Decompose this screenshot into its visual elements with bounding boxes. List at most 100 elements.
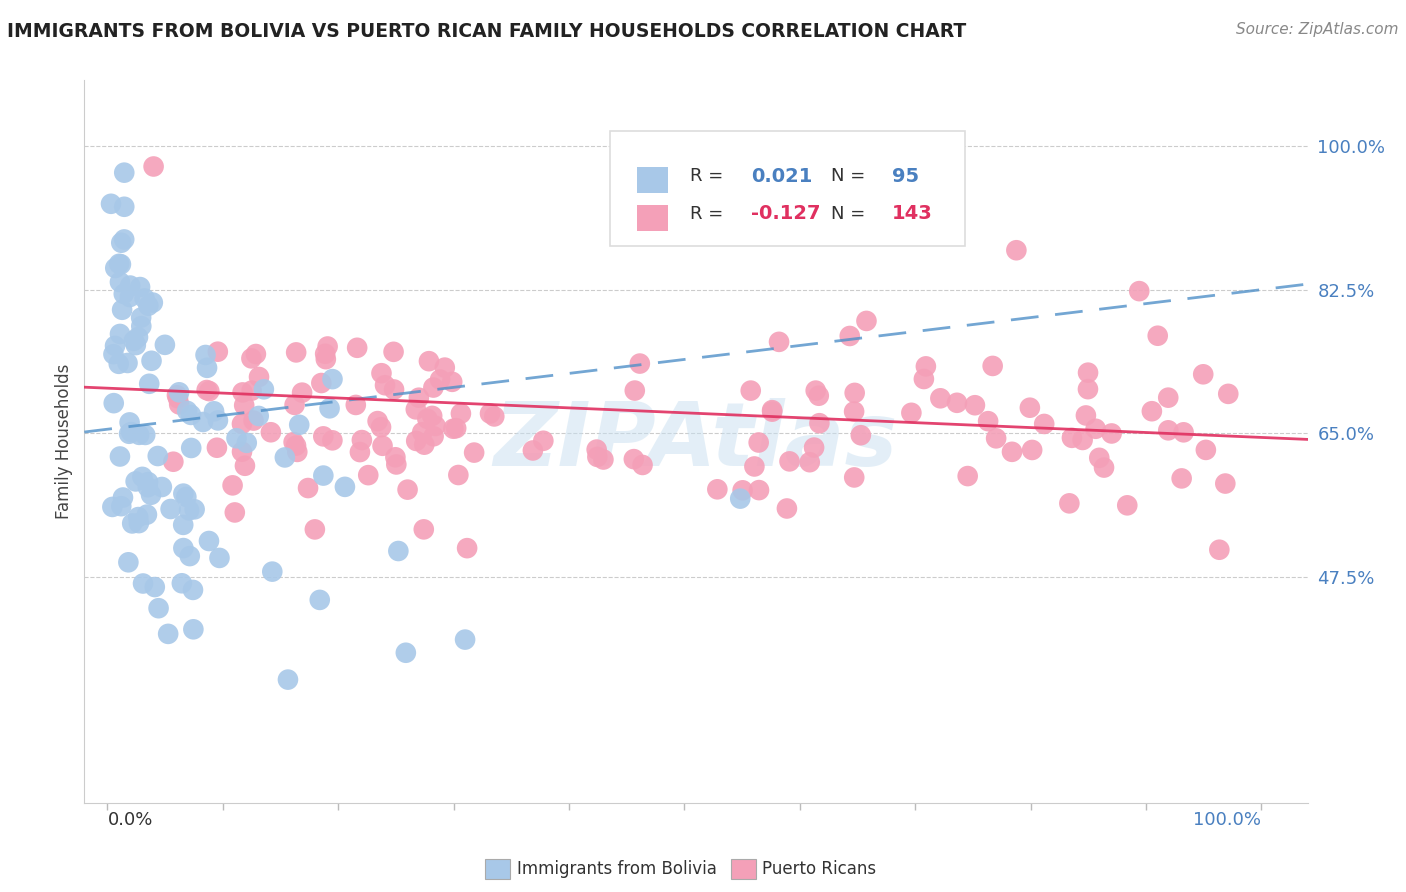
- Point: [128, 427, 150, 442]
- Point: [963, 398, 986, 412]
- Point: [748, 483, 770, 497]
- Point: [118, 416, 141, 430]
- Point: [308, 593, 330, 607]
- Point: [277, 673, 299, 687]
- Point: [623, 384, 645, 398]
- Point: [198, 384, 221, 398]
- Point: [929, 392, 952, 406]
- Point: [450, 407, 472, 421]
- Point: [225, 431, 247, 445]
- Point: [108, 326, 131, 341]
- Point: [454, 632, 477, 647]
- Point: [1001, 445, 1024, 459]
- Point: [101, 500, 124, 514]
- Point: [371, 439, 394, 453]
- Point: [285, 439, 308, 453]
- Point: [172, 541, 194, 555]
- Point: [122, 334, 145, 348]
- Point: [153, 338, 176, 352]
- Point: [242, 413, 264, 427]
- Point: [176, 404, 198, 418]
- Point: [463, 445, 485, 459]
- Point: [422, 429, 444, 443]
- Text: 143: 143: [891, 204, 932, 224]
- Point: [103, 396, 125, 410]
- Point: [374, 378, 396, 392]
- Point: [1059, 496, 1081, 510]
- Point: [844, 470, 866, 484]
- Point: [235, 435, 257, 450]
- Point: [370, 366, 392, 380]
- Point: [1140, 404, 1163, 418]
- Point: [1077, 382, 1099, 396]
- Point: [132, 576, 155, 591]
- Point: [844, 385, 866, 400]
- Point: [321, 434, 343, 448]
- Point: [411, 425, 433, 440]
- Point: [233, 458, 256, 473]
- Point: [167, 391, 190, 405]
- Point: [804, 384, 827, 398]
- Point: [413, 438, 436, 452]
- Point: [111, 491, 134, 505]
- Point: [142, 160, 165, 174]
- Point: [117, 555, 139, 569]
- Point: [416, 412, 439, 426]
- Point: [977, 414, 1000, 428]
- Point: [748, 435, 770, 450]
- Point: [728, 491, 751, 506]
- Point: [842, 404, 865, 418]
- Point: [260, 425, 283, 440]
- Point: [262, 565, 284, 579]
- Point: [148, 601, 170, 615]
- Point: [395, 646, 418, 660]
- Point: [207, 413, 229, 427]
- Point: [479, 407, 502, 421]
- Point: [136, 508, 159, 522]
- Point: [240, 384, 263, 398]
- Text: R =: R =: [690, 168, 728, 186]
- Point: [167, 385, 190, 400]
- Point: [176, 490, 198, 504]
- Point: [315, 352, 337, 367]
- Point: [104, 339, 127, 353]
- Point: [112, 232, 135, 246]
- Point: [350, 433, 373, 447]
- Point: [900, 406, 922, 420]
- Point: [349, 445, 371, 459]
- Point: [134, 428, 156, 442]
- Point: [357, 468, 380, 483]
- Point: [1157, 391, 1180, 405]
- Point: [321, 372, 343, 386]
- Point: [134, 292, 156, 306]
- Point: [112, 166, 135, 180]
- Point: [117, 356, 139, 370]
- Point: [108, 275, 131, 289]
- Point: [761, 403, 783, 417]
- Text: Source: ZipAtlas.com: Source: ZipAtlas.com: [1236, 22, 1399, 37]
- Point: [129, 310, 152, 325]
- Point: [631, 458, 654, 472]
- Point: [180, 441, 202, 455]
- Point: [447, 468, 470, 483]
- Point: [370, 420, 392, 434]
- Point: [150, 480, 173, 494]
- Point: [207, 344, 229, 359]
- Point: [433, 360, 456, 375]
- Point: [253, 382, 276, 396]
- Point: [274, 450, 297, 465]
- Point: [441, 422, 464, 436]
- Text: 95: 95: [891, 167, 918, 186]
- Point: [103, 347, 125, 361]
- Point: [807, 389, 830, 403]
- Point: [110, 257, 132, 271]
- Point: [224, 505, 246, 519]
- Point: [740, 384, 762, 398]
- Point: [125, 338, 148, 352]
- Point: [956, 469, 979, 483]
- Point: [422, 380, 444, 394]
- Point: [129, 319, 152, 334]
- Point: [191, 415, 214, 429]
- Text: ZIPAtlas: ZIPAtlas: [494, 398, 898, 485]
- Point: [382, 344, 405, 359]
